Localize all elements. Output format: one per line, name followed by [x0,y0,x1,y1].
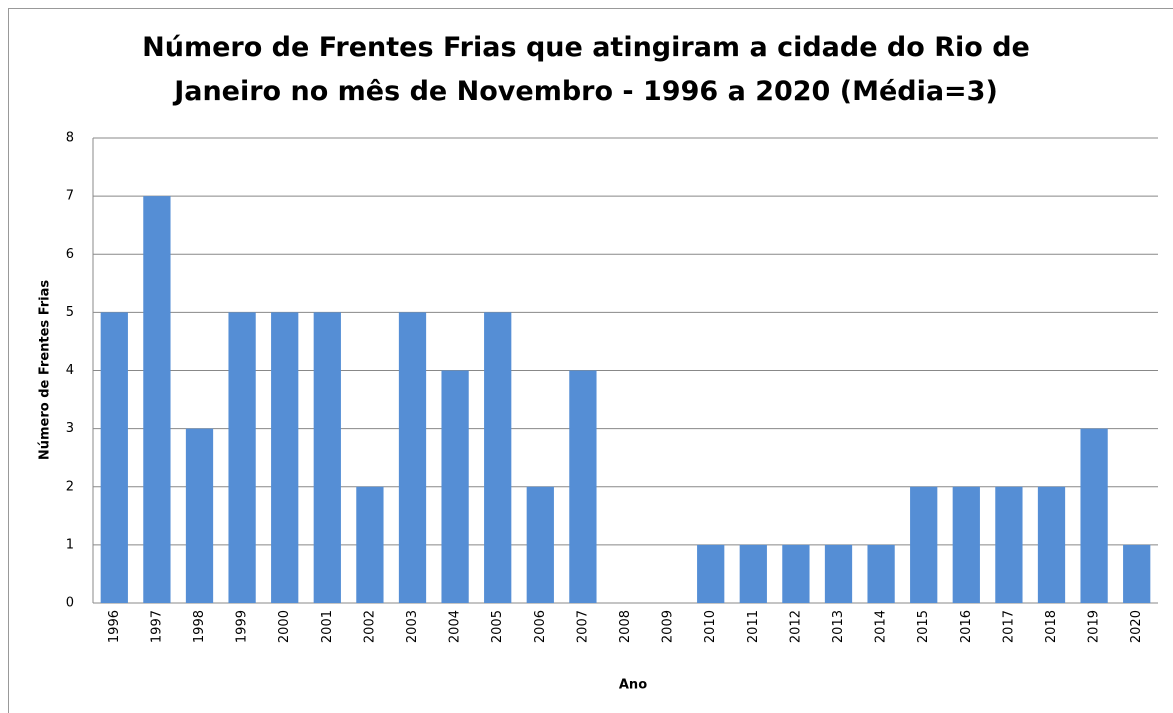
x-tick-label: 1999 [235,610,250,643]
bar [484,312,512,603]
x-tick-label: 2007 [575,610,590,643]
bar [313,312,341,603]
bar [100,312,128,603]
x-tick-label: 2016 [959,610,974,643]
x-tick-label: 2005 [490,610,505,643]
y-tick-label: 0 [66,596,74,611]
x-tick-label: 2012 [788,610,803,643]
x-tick-label: 2001 [320,610,335,643]
bar [782,544,810,603]
bar [824,544,853,603]
bar [739,544,767,603]
x-tick-label: 1996 [107,610,122,643]
bar [398,312,427,603]
y-axis-title: Número de Frentes Frias [38,280,53,461]
x-axis-title: Ano [619,678,647,693]
y-tick-label: 8 [66,131,74,146]
x-tick-label: 1998 [192,610,207,643]
y-tick-label: 5 [66,305,74,320]
bar [526,486,554,603]
bar [1123,544,1151,603]
x-tick-label: 2018 [1044,610,1059,643]
x-tick-label: 2000 [277,610,292,643]
bar [867,544,895,603]
x-tick-label: 2010 [703,610,718,643]
bar [356,486,384,603]
x-tick-label: 2008 [618,610,633,643]
y-tick-label: 2 [66,479,74,494]
x-tick-label: 2015 [916,610,931,643]
x-tick-label: 1997 [149,610,164,643]
bar [228,312,256,603]
bar [952,486,980,603]
x-tick-label: 2014 [874,610,889,643]
x-tick-label: 2004 [448,610,463,643]
bar [697,544,725,603]
y-tick-label: 1 [66,537,74,552]
x-tick-label: 2002 [362,610,377,643]
x-tick-label: 2011 [746,610,761,643]
x-tick-label: 2019 [1087,610,1102,643]
x-tick-label: 2009 [661,610,676,643]
bar [569,370,597,603]
bar [910,486,938,603]
bar [1037,486,1066,603]
chart-title: Número de Frentes Frias que atingiram a … [142,32,1030,107]
bar [185,428,214,603]
bar [271,312,299,603]
y-tick-label: 6 [66,247,74,262]
x-tick-label: 2020 [1129,610,1144,643]
y-tick-label: 3 [66,421,74,436]
bar [143,196,171,603]
y-tick-label: 4 [66,363,74,378]
y-tick-label: 7 [66,189,74,204]
x-tick-label: 2013 [831,610,846,643]
x-tick-label: 2003 [405,610,420,643]
chart-border [8,8,1173,713]
bar [995,486,1023,603]
x-tick-label: 2006 [533,610,548,643]
x-tick-label: 2017 [1001,610,1016,643]
bar [441,370,469,603]
bar [1080,428,1108,603]
